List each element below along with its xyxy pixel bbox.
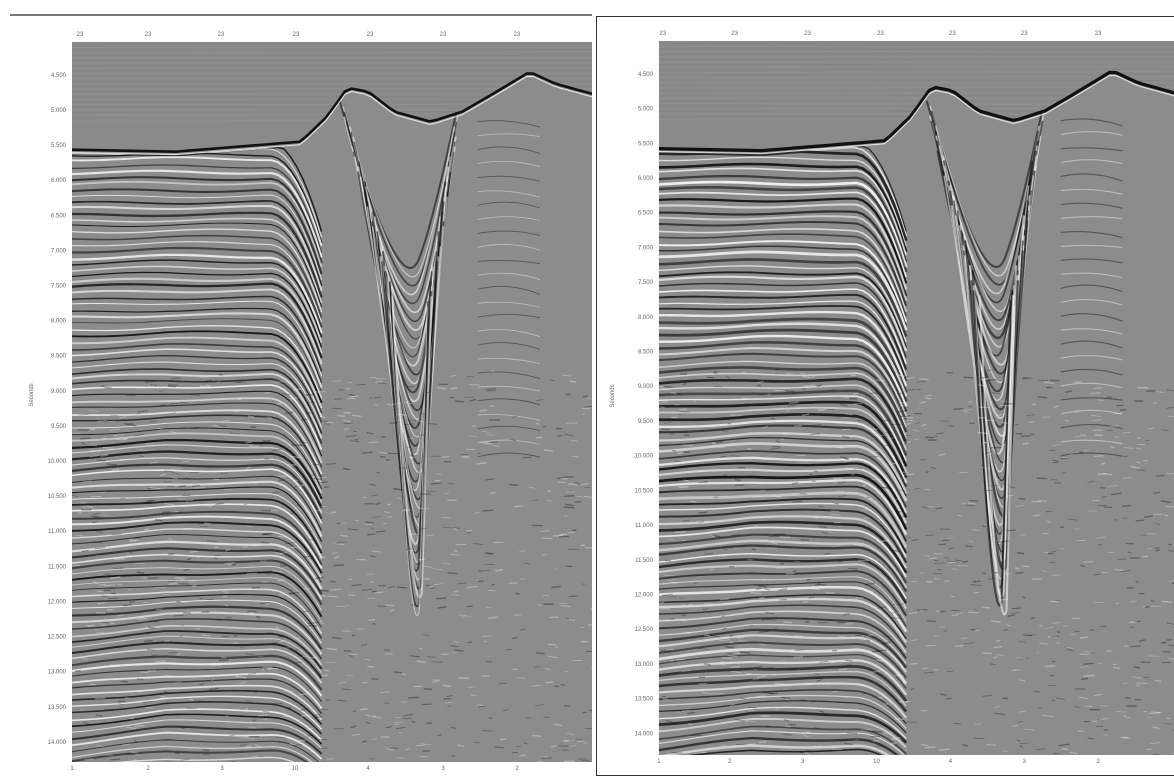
y-tick-label: 14.000 (48, 740, 67, 746)
y-tick-label: 7.500 (638, 280, 654, 286)
y-tick-label: 5.500 (51, 143, 67, 149)
top-axis-label: 23 (293, 32, 300, 38)
y-tick-label: 13.000 (635, 662, 654, 668)
y-tick-label: 6.500 (51, 213, 67, 219)
top-axis-label: 23 (1095, 31, 1102, 37)
bottom-axis-label: 1 (657, 759, 661, 765)
bottom-axis-label: 3 (801, 759, 805, 765)
y-tick-label: 8.500 (638, 350, 654, 356)
y-axis-title-left: Seconds (29, 383, 35, 406)
y-tick-label: 6.500 (638, 211, 654, 217)
y-tick-label: 13.500 (48, 705, 67, 711)
y-tick-label: 9.500 (51, 424, 67, 430)
y-axis-right: 4.500 5.000 5.500 6.000 6.500 7.000 7.500 8.000… (635, 72, 654, 737)
y-tick-label: 9.000 (51, 389, 67, 395)
y-axis-left: 4.500 5.000 5.500 6.000 6.500 7.000 7.500 8.000… (48, 73, 67, 746)
y-tick-label: 9.000 (638, 384, 654, 390)
top-axis-label: 23 (804, 31, 811, 37)
y-tick-label: 7.500 (51, 283, 67, 289)
seismic-image-left (72, 41, 592, 763)
top-axis-left: 23 23 23 23 23 23 23 (77, 32, 521, 38)
y-tick-label: 8.000 (638, 315, 654, 321)
y-tick-label: 11.000 (48, 529, 67, 535)
y-tick-label: 13.500 (635, 697, 654, 703)
top-axis-right: 23 23 23 23 23 23 23 (660, 31, 1103, 37)
seismic-panel-right: 4.500 5.000 5.500 6.000 6.500 7.000 7.500 8.000… (596, 16, 1174, 776)
y-tick-label: 11.500 (635, 558, 654, 564)
y-tick-label: 12.000 (635, 592, 654, 598)
y-tick-label: 7.000 (638, 245, 654, 251)
y-tick-label: 7.000 (51, 248, 67, 254)
y-tick-label: 4.500 (51, 73, 67, 79)
bottom-axis-label: 2 (146, 766, 150, 772)
seismic-plot-right: 4.500 5.000 5.500 6.000 6.500 7.000 7.500 8.000… (610, 31, 1174, 765)
top-axis-label: 23 (77, 32, 84, 38)
y-tick-label: 6.000 (638, 176, 654, 182)
top-axis-label: 23 (731, 31, 738, 37)
seismic-plot-left: 4.500 5.000 5.500 6.000 6.500 7.000 7.500 8.000… (29, 32, 592, 772)
y-tick-label: 10.000 (635, 454, 654, 460)
y-tick-label: 9.500 (638, 419, 654, 425)
y-tick-label: 5.000 (638, 107, 654, 113)
top-axis-label: 23 (514, 32, 521, 38)
top-axis-label: 23 (440, 32, 447, 38)
bottom-axis-label: 3 (441, 766, 445, 772)
top-axis-label: 23 (145, 32, 152, 38)
top-axis-label: 23 (949, 31, 956, 37)
bottom-axis-label: 2 (728, 759, 732, 765)
bottom-axis-label: 3 (1023, 759, 1027, 765)
y-axis-title-right: Seconds (610, 384, 616, 407)
y-tick-label: 13.000 (48, 670, 67, 676)
bottom-axis-label: 4 (949, 759, 953, 765)
top-axis-label: 23 (1021, 31, 1028, 37)
y-tick-label: 5.500 (638, 141, 654, 147)
bottom-axis-right: 1 2 3 10 4 3 2 (657, 759, 1100, 765)
y-tick-label: 8.000 (51, 319, 67, 325)
y-tick-label: 12.500 (635, 627, 654, 633)
y-tick-label: 11.000 (635, 523, 654, 529)
bottom-axis-label: 4 (366, 766, 370, 772)
y-tick-label: 10.000 (48, 459, 67, 465)
bottom-axis-label: 10 (873, 759, 880, 765)
top-axis-label: 23 (877, 31, 884, 37)
bottom-axis-label: 10 (292, 766, 299, 772)
bottom-axis-label: 2 (515, 766, 519, 772)
y-tick-label: 8.500 (51, 354, 67, 360)
top-axis-label: 23 (367, 32, 374, 38)
y-tick-label: 11.500 (48, 564, 67, 570)
y-tick-label: 12.500 (48, 635, 67, 641)
seismic-panel-left: 4.500 5.000 5.500 6.000 6.500 7.000 7.500 8.000… (10, 14, 592, 776)
bottom-axis-left: 1 2 3 10 4 3 2 (70, 766, 519, 772)
y-tick-label: 10.500 (635, 488, 654, 494)
seismic-image-right (658, 40, 1174, 756)
top-axis-label: 23 (218, 32, 225, 38)
top-axis-label: 23 (660, 31, 667, 37)
y-tick-label: 5.000 (51, 108, 67, 114)
y-tick-label: 4.500 (638, 72, 654, 78)
y-tick-label: 10.500 (48, 494, 67, 500)
bottom-axis-label: 3 (220, 766, 224, 772)
bottom-axis-label: 2 (1096, 759, 1100, 765)
y-tick-label: 14.000 (635, 731, 654, 737)
y-tick-label: 6.000 (51, 178, 67, 184)
y-tick-label: 12.000 (48, 599, 67, 605)
bottom-axis-label: 1 (70, 766, 74, 772)
